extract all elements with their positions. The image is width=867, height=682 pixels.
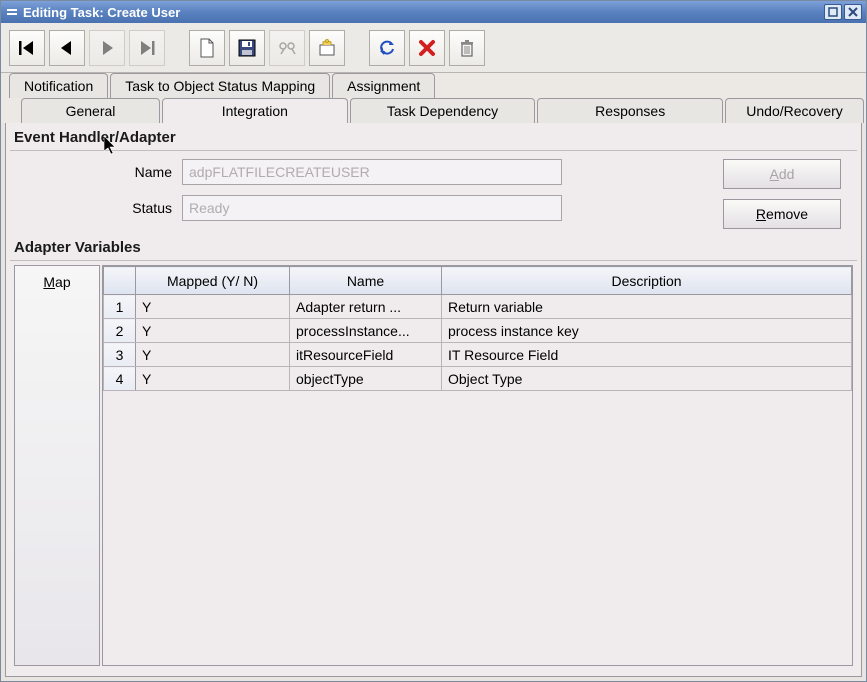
adapter-vars-table-wrap: Mapped (Y/ N) Name Description 1YAdapter…: [102, 265, 853, 666]
delete-button[interactable]: [409, 30, 445, 66]
name-label: Name: [18, 164, 182, 180]
col-description[interactable]: Description: [442, 267, 852, 295]
tab-integration[interactable]: Integration: [162, 98, 348, 123]
add-button: Add: [723, 159, 841, 189]
cell-description[interactable]: process instance key: [442, 319, 852, 343]
table-row[interactable]: 2YprocessInstance...process instance key: [104, 319, 852, 343]
cell-description[interactable]: IT Resource Field: [442, 343, 852, 367]
status-field[interactable]: [182, 195, 562, 221]
tab-general[interactable]: General: [21, 98, 160, 123]
window-title: Editing Task: Create User: [23, 5, 180, 20]
cell-mapped[interactable]: Y: [136, 295, 290, 319]
cell-mapped[interactable]: Y: [136, 343, 290, 367]
row-number: 3: [104, 343, 136, 367]
cell-mapped[interactable]: Y: [136, 367, 290, 391]
integration-panel: Event Handler/Adapter Name Status Add Re…: [5, 123, 862, 677]
window-menu-icon: [5, 5, 19, 19]
table-row[interactable]: 1YAdapter return ...Return variable: [104, 295, 852, 319]
row-number: 1: [104, 295, 136, 319]
notes-button[interactable]: [309, 30, 345, 66]
tabs-top-row: Notification Task to Object Status Mappi…: [1, 73, 866, 98]
event-handler-section-label: Event Handler/Adapter: [10, 127, 857, 150]
search-button: [269, 30, 305, 66]
adapter-vars-table: Mapped (Y/ N) Name Description 1YAdapter…: [103, 266, 852, 391]
tabs-bottom-row: General Integration Task Dependency Resp…: [1, 98, 866, 123]
app-window: Editing Task: Create User: [0, 0, 867, 682]
tab-task-dependency[interactable]: Task Dependency: [350, 98, 536, 123]
cell-name[interactable]: objectType: [290, 367, 442, 391]
nav-last-button: [129, 30, 165, 66]
adapter-vars-section-label: Adapter Variables: [10, 237, 857, 260]
save-button[interactable]: [229, 30, 265, 66]
col-mapped[interactable]: Mapped (Y/ N): [136, 267, 290, 295]
col-name[interactable]: Name: [290, 267, 442, 295]
row-number: 4: [104, 367, 136, 391]
cell-mapped[interactable]: Y: [136, 319, 290, 343]
cell-name[interactable]: processInstance...: [290, 319, 442, 343]
tab-notification[interactable]: Notification: [9, 73, 108, 98]
name-field[interactable]: [182, 159, 562, 185]
cell-name[interactable]: Adapter return ...: [290, 295, 442, 319]
map-button-column: Map: [14, 265, 100, 666]
map-button[interactable]: Map: [43, 274, 70, 290]
cell-description[interactable]: Object Type: [442, 367, 852, 391]
nav-prev-button[interactable]: [49, 30, 85, 66]
new-button[interactable]: [189, 30, 225, 66]
tab-responses[interactable]: Responses: [537, 98, 723, 123]
cell-description[interactable]: Return variable: [442, 295, 852, 319]
titlebar: Editing Task: Create User: [1, 1, 866, 23]
row-number: 2: [104, 319, 136, 343]
rownum-header: [104, 267, 136, 295]
nav-next-button: [89, 30, 125, 66]
event-handler-group: Name Status Add Remove: [10, 150, 857, 235]
tab-undo-recovery[interactable]: Undo/Recovery: [725, 98, 864, 123]
status-label: Status: [18, 200, 182, 216]
table-row[interactable]: 3YitResourceFieldIT Resource Field: [104, 343, 852, 367]
tab-assignment[interactable]: Assignment: [332, 73, 435, 98]
trash-button[interactable]: [449, 30, 485, 66]
cell-name[interactable]: itResourceField: [290, 343, 442, 367]
close-button[interactable]: [844, 4, 862, 20]
tab-status-mapping[interactable]: Task to Object Status Mapping: [110, 73, 330, 98]
nav-first-button[interactable]: [9, 30, 45, 66]
toolbar: [1, 23, 866, 73]
adapter-vars-group: Map Mapped (Y/ N) Name Description 1YAda…: [10, 260, 857, 670]
refresh-button[interactable]: [369, 30, 405, 66]
maximize-button[interactable]: [824, 4, 842, 20]
remove-button[interactable]: Remove: [723, 199, 841, 229]
table-row[interactable]: 4YobjectTypeObject Type: [104, 367, 852, 391]
